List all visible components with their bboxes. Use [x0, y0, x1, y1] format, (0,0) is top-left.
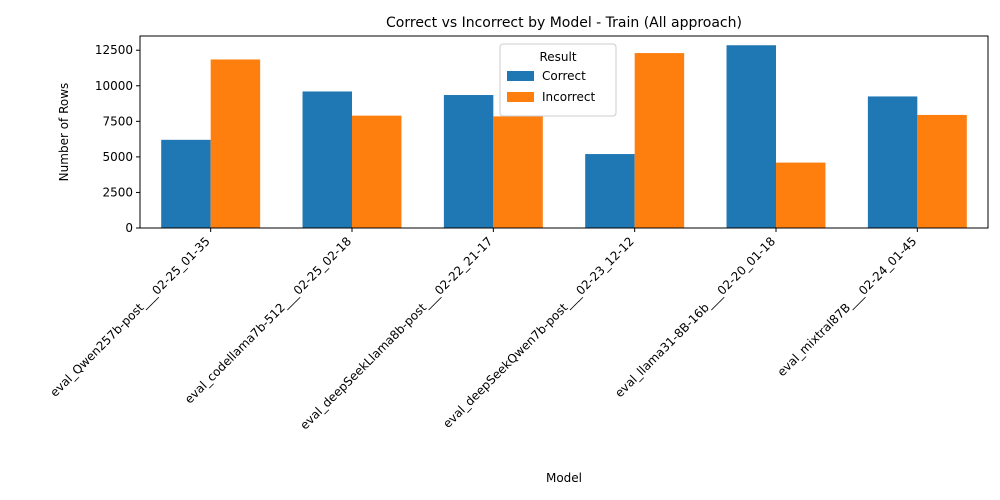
- bar-incorrect-2: [493, 116, 543, 228]
- y-tick-label-3: 7500: [102, 114, 133, 128]
- legend-label-incorrect: Incorrect: [542, 90, 595, 104]
- y-tick-label-0: 0: [125, 221, 133, 235]
- y-tick-label-1: 2500: [102, 185, 133, 199]
- axes-border: [139, 35, 989, 229]
- bar-correct-5: [867, 96, 918, 228]
- y-axis: 0 2500 5000 7500 10000 12500: [95, 43, 140, 235]
- bar-incorrect-5: [917, 114, 967, 228]
- y-axis-label: Number of Rows: [57, 83, 71, 182]
- y-tick-label-5: 12500: [95, 43, 133, 57]
- bar-incorrect-4: [776, 162, 826, 228]
- y-tick-label-4: 10000: [95, 79, 133, 93]
- x-tick-label-1: eval_codellama7b-512___02-25_02-18: [182, 234, 354, 406]
- bar-correct-1: [302, 91, 352, 228]
- legend-swatch-incorrect: [507, 92, 534, 102]
- x-axis: eval_Qwen257b-post___02-25_01-35eval_cod…: [47, 228, 919, 432]
- bar-incorrect-3: [634, 53, 685, 228]
- legend-title: Result: [539, 50, 576, 64]
- bar-correct-4: [726, 45, 776, 228]
- bars-group: [161, 45, 967, 229]
- x-tick-label-5: eval_mixtral87B___02-24_01-45: [775, 234, 920, 379]
- plot-frame: [139, 35, 989, 229]
- bar-incorrect-0: [210, 59, 261, 228]
- chart-title: Correct vs Incorrect by Model - Train (A…: [386, 15, 742, 31]
- bar-incorrect-1: [352, 115, 402, 228]
- bar-correct-3: [585, 154, 635, 228]
- legend-label-correct: Correct: [542, 69, 586, 83]
- bar-correct-2: [443, 95, 494, 229]
- x-axis-label: Model: [546, 471, 582, 485]
- bar-correct-0: [161, 139, 211, 228]
- legend-swatch-correct: [507, 71, 534, 81]
- legend: Result Correct Incorrect: [499, 43, 617, 117]
- y-tick-label-2: 5000: [102, 150, 133, 164]
- x-tick-label-0: eval_Qwen257b-post___02-25_01-35: [47, 234, 212, 399]
- x-tick-label-4: eval_llama31-8B-16b___02-20_01-18: [612, 234, 778, 400]
